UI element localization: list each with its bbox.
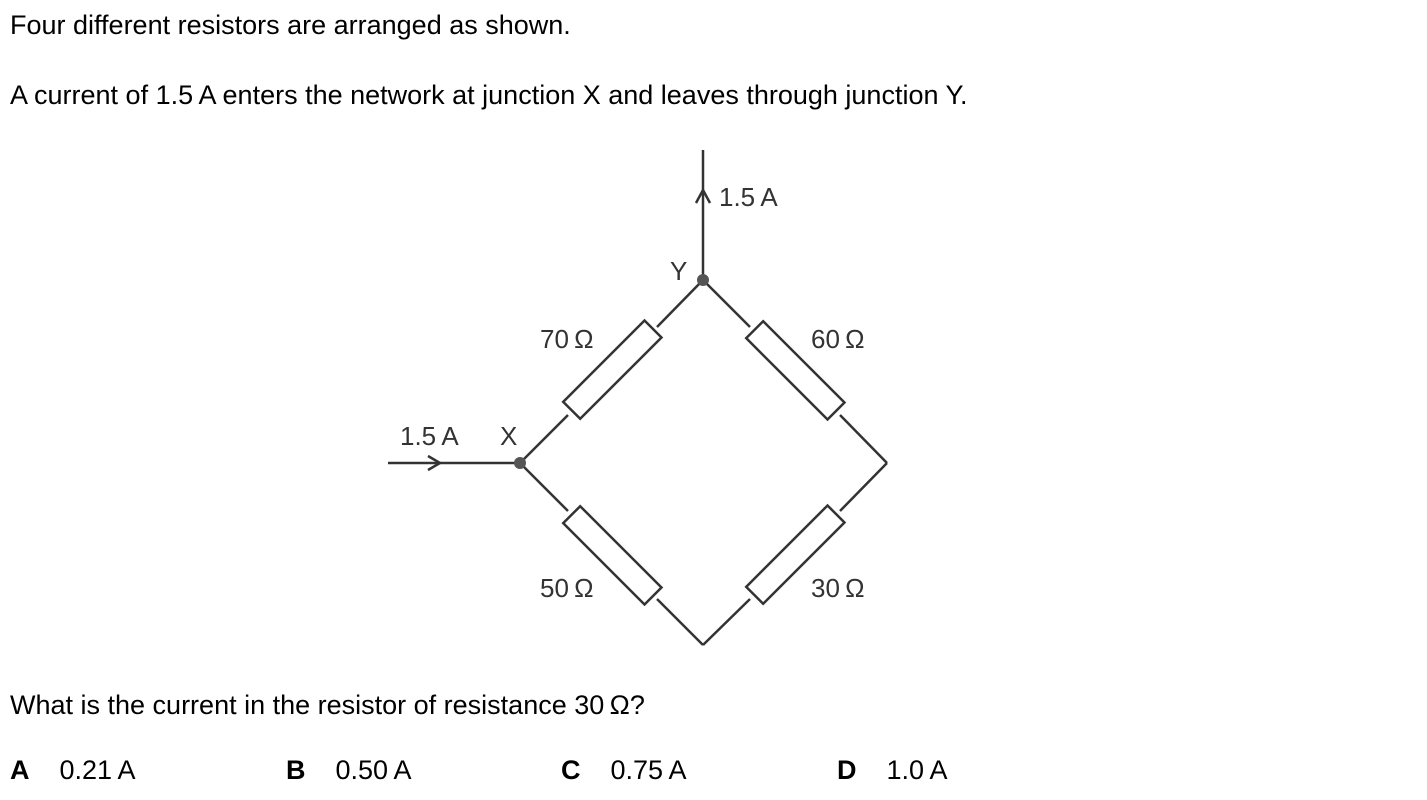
resistor-60-label: 60 Ω — [811, 324, 865, 354]
wire-bottom-to-30 — [702, 598, 751, 646]
option-c[interactable]: C 0.75 A — [561, 757, 686, 784]
junction-x-label: X — [500, 421, 517, 451]
resistor-30 — [744, 503, 847, 606]
output-current-label: 1.5 A — [719, 182, 778, 212]
wire-y-to-60 — [702, 279, 751, 328]
option-a[interactable]: A 0.21 A — [10, 757, 135, 784]
resistor-70-label: 70 Ω — [540, 324, 594, 354]
resistor-30-label: 30 Ω — [811, 573, 865, 603]
option-d[interactable]: D 1.0 A — [837, 757, 947, 784]
option-letter: C — [561, 755, 581, 785]
circuit-diagram: 1.5 A Y 70 Ω 60 Ω 1.5 A X 50 Ω 30 Ω — [388, 150, 888, 646]
resistor-70 — [561, 318, 664, 421]
question-prompt: What is the current in the resistor of r… — [10, 690, 645, 720]
junction-x-dot — [514, 457, 526, 469]
option-b[interactable]: B 0.50 A — [286, 757, 411, 784]
option-letter: D — [837, 755, 857, 785]
wire-60-to-right — [839, 414, 888, 464]
resistor-50-label: 50 Ω — [540, 573, 594, 603]
option-letter: A — [10, 755, 30, 785]
option-text: 0.21 A — [59, 755, 136, 785]
wire-x-to-70 — [519, 414, 569, 464]
option-text: 0.75 A — [610, 755, 687, 785]
input-arrow-icon — [427, 454, 443, 472]
resistor-50 — [561, 504, 664, 607]
junction-y-dot — [697, 274, 709, 286]
wire-x-to-50 — [519, 462, 569, 512]
wire-70-to-y — [656, 279, 704, 328]
option-text: 0.50 A — [335, 755, 412, 785]
wire-50-to-bottom — [656, 598, 704, 646]
option-text: 1.0 A — [886, 755, 948, 785]
input-current-label: 1.5 A — [400, 421, 459, 451]
option-letter: B — [286, 755, 306, 785]
resistor-60 — [744, 319, 847, 422]
intro-line-1: Four different resistors are arranged as… — [10, 10, 571, 40]
wire-30-to-right — [839, 462, 888, 512]
intro-line-2: A current of 1.5 A enters the network at… — [10, 80, 968, 110]
junction-y-label: Y — [670, 256, 687, 286]
output-arrow-icon — [694, 187, 712, 204]
